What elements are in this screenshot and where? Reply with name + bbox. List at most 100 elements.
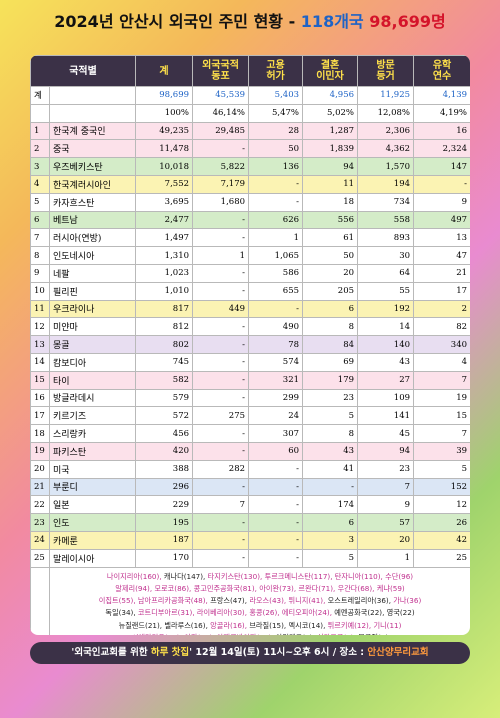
table-cell: 817	[135, 299, 194, 319]
table-cell: 1,570	[357, 157, 415, 176]
footer-banner: '외국인교회를 위한 하루 찻집' 12월 14일(토) 11시~오후 6시 /…	[30, 642, 470, 664]
country-name: 카자흐스탄	[48, 192, 137, 212]
table-cell: 57	[357, 513, 415, 532]
table-cell: 456	[135, 424, 194, 443]
table-cell: 152	[413, 477, 470, 497]
row-number: 3	[30, 157, 50, 176]
table-cell: -	[413, 174, 470, 194]
table-cell: 1,497	[135, 228, 194, 248]
country-name: 캄보디아	[48, 352, 137, 372]
table-cell: -	[192, 441, 250, 461]
row-number: 9	[30, 263, 50, 283]
table-cell: 49,235	[135, 121, 194, 141]
column-header: 국적별	[30, 55, 137, 87]
footer-text-datetime: ' 12월 14일(토) 11시~오후 6시 / 장소 :	[189, 647, 368, 658]
other-country: 이집트(55),	[98, 596, 138, 606]
other-country: 홍콩(26),	[249, 608, 282, 618]
other-country: 남아프리카공화국(48),	[137, 596, 211, 606]
table-cell: 64	[357, 263, 415, 283]
other-country: 앙골라(16),	[210, 620, 250, 630]
table-cell: 25	[413, 548, 470, 568]
table-cell: 4	[413, 352, 470, 372]
table-cell: 11,478	[135, 139, 194, 159]
other-country: 튀르키예(12),	[327, 620, 374, 630]
other-country: 뉴질랜드(21),	[118, 620, 165, 630]
percent-cell: 46,14%	[192, 103, 250, 123]
table-cell: 1	[248, 228, 304, 248]
table-cell: 29,485	[192, 121, 250, 141]
other-country: 르완다(71),	[298, 583, 338, 593]
table-cell: 94	[357, 441, 415, 461]
country-name: 말레이시아	[48, 548, 137, 568]
row-label: 계	[30, 86, 50, 105]
table-cell: 586	[248, 263, 304, 283]
table-cell: 579	[135, 388, 194, 408]
percent-cell: 5,02%	[302, 103, 359, 123]
table-cell: 9	[413, 192, 470, 212]
other-country: 타지키스탄(130),	[207, 571, 265, 581]
table-cell: -	[192, 424, 250, 443]
other-country: 브라질(15),	[249, 620, 289, 630]
table-cell: 3,695	[135, 192, 194, 212]
row-number: 21	[30, 477, 50, 497]
table-cell: 340	[413, 335, 470, 354]
table-cell: 7,552	[135, 174, 194, 194]
table-cell: 20	[302, 263, 359, 283]
table-cell: 78	[248, 335, 304, 354]
total-cell: 4,139	[413, 86, 470, 105]
other-country: 아제르바이잔(10),	[217, 633, 276, 635]
row-number: 19	[30, 441, 50, 461]
table-cell: -	[248, 459, 304, 479]
row-number: 4	[30, 174, 50, 194]
table-cell: -	[192, 228, 250, 248]
row-label	[30, 103, 50, 123]
table-cell: 5	[302, 548, 359, 568]
country-name: 우크라이나	[48, 299, 137, 319]
table-cell: 734	[357, 192, 415, 212]
table-cell: -	[192, 370, 250, 390]
table-row: 17키르기즈572275245141155	[30, 406, 470, 426]
country-name: 러시아(연방)	[48, 228, 137, 248]
table-cell: 14	[357, 317, 415, 337]
foreign-residents-table: 국적별계외국국적동포고용허가결혼이민자방문등거유학연수난민 계98,69945,…	[30, 55, 470, 635]
table-cell: 42	[413, 530, 470, 550]
table-cell: 10,018	[135, 157, 194, 176]
table-cell: 24	[248, 406, 304, 426]
column-header: 계	[135, 55, 194, 87]
table-cell: 205	[302, 281, 359, 301]
row-number: 22	[30, 495, 50, 515]
country-name: 키르기즈	[48, 406, 137, 426]
table-cell: -	[248, 174, 304, 194]
other-country: 에티오피아(24),	[281, 608, 335, 618]
other-country: 라오스(43),	[249, 596, 289, 606]
table-cell: 2	[413, 299, 470, 319]
table-cell: -	[192, 388, 250, 408]
title-prefix: 2024년 안산시 외국인 주민 현황 -	[54, 12, 301, 31]
country-name: 네팔	[48, 263, 137, 283]
country-name: 인도	[48, 513, 137, 532]
row-number: 1	[30, 121, 50, 141]
table-cell: 2,306	[357, 121, 415, 141]
other-country: 싱가포르(8),	[317, 633, 358, 635]
row-number: 8	[30, 246, 50, 265]
other-country: 알제리(94),	[115, 583, 155, 593]
others-countries: 나이지리아(160), 캐나다(147), 타지키스탄(130), 투르크메니스…	[48, 566, 470, 635]
row-number: 12	[30, 317, 50, 337]
other-country: 프랑스(47),	[210, 596, 250, 606]
other-country: 라이베리아(30),	[196, 608, 250, 618]
table-cell: 20	[357, 530, 415, 550]
column-header: 유학 연수	[413, 55, 470, 87]
table-cell: 140	[357, 335, 415, 354]
